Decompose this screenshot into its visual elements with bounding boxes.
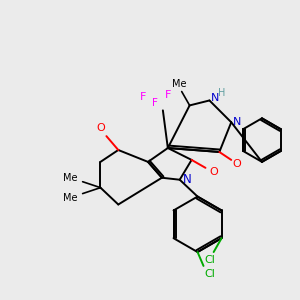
Text: Me: Me [64,173,78,183]
Text: N: N [211,94,220,103]
Text: Me: Me [64,193,78,202]
Text: N: N [183,173,192,186]
Text: H: H [218,88,225,98]
Text: F: F [165,89,171,100]
Text: N: N [233,117,242,127]
Text: Me: Me [172,79,187,88]
Text: Cl: Cl [204,255,215,265]
Text: F: F [140,92,146,101]
Text: Cl: Cl [204,269,215,279]
Text: O: O [96,123,105,133]
Text: O: O [209,167,218,177]
Text: O: O [233,159,242,169]
Text: F: F [152,98,158,108]
